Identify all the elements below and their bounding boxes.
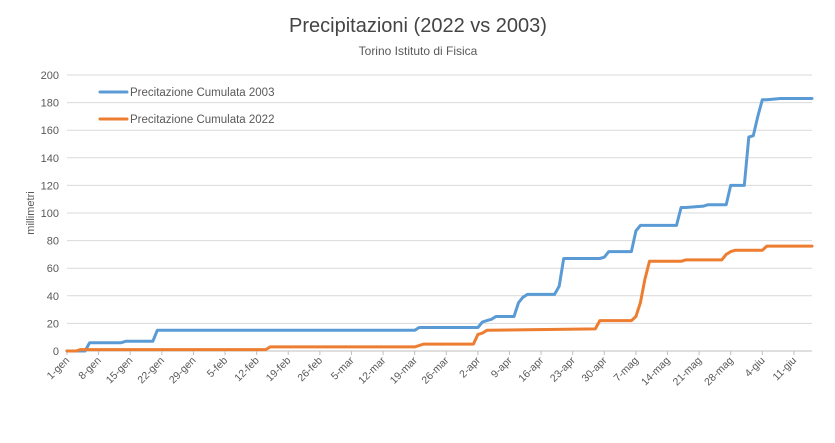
y-tick-label: 180 — [41, 98, 59, 110]
y-tick-label: 120 — [41, 180, 59, 192]
y-tick-label: 60 — [47, 263, 59, 275]
y-axis-label: millimetri — [25, 191, 37, 234]
y-tick-label: 40 — [47, 291, 59, 303]
y-tick-label: 80 — [47, 236, 59, 248]
legend: Precitazione Cumulata 2003 Precitazione C… — [98, 87, 274, 126]
series-lines — [65, 97, 814, 353]
y-tick-label: 20 — [47, 318, 59, 330]
gridlines — [67, 74, 812, 352]
y-tick-label: 100 — [41, 208, 59, 220]
y-tick-label: 160 — [41, 125, 59, 137]
legend-label: Precitazione Cumulata 2022 — [130, 114, 274, 126]
y-tick-label: 200 — [41, 70, 59, 82]
chart-subtitle: Torino Istituto di Fisica — [359, 44, 478, 58]
y-tick-labels: 0 20 40 60 80 100 120 140 160 180 200 — [41, 70, 59, 358]
y-tick-label: 0 — [53, 346, 59, 358]
y-tick-label: 140 — [41, 153, 59, 165]
legend-label: Precitazione Cumulata 2003 — [130, 87, 274, 99]
series-line-2003 — [65, 97, 814, 353]
chart-title: Precipitazioni (2022 vs 2003) — [289, 15, 547, 37]
series-line-2022 — [65, 244, 814, 353]
